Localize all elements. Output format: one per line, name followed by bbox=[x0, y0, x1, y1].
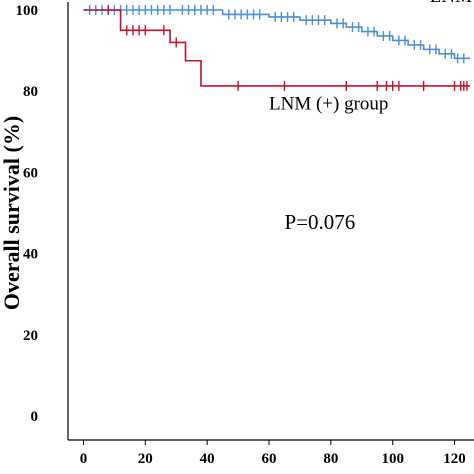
x-tick-label: 80 bbox=[323, 451, 338, 467]
annotation-layer: LNM (-) group LNM (+) group P=0.076 bbox=[269, 0, 474, 234]
y-tick-label: 20 bbox=[23, 328, 38, 344]
series-line-0 bbox=[83, 9, 470, 60]
x-tick-label: 40 bbox=[200, 451, 215, 467]
y-tick-label: 0 bbox=[31, 409, 39, 425]
x-tick-label: 0 bbox=[80, 451, 88, 467]
series-layer bbox=[83, 5, 470, 91]
y-tick-label: 80 bbox=[23, 84, 38, 100]
annotation-label: LNM (-) group bbox=[430, 0, 474, 7]
x-tick-label: 20 bbox=[138, 451, 153, 467]
x-tick-label: 60 bbox=[262, 451, 277, 467]
y-tick-label: 40 bbox=[23, 247, 38, 263]
y-axis-title: Overall survival (%) bbox=[0, 116, 24, 310]
annotation-label: LNM (+) group bbox=[269, 93, 388, 114]
x-tick-label: 100 bbox=[381, 451, 404, 467]
x-tick-label: 120 bbox=[443, 451, 466, 467]
y-tick-label: 100 bbox=[16, 3, 39, 19]
y-tick-label: 60 bbox=[23, 165, 38, 181]
series-line-1 bbox=[83, 9, 470, 87]
annotation-label: P=0.076 bbox=[284, 210, 355, 234]
